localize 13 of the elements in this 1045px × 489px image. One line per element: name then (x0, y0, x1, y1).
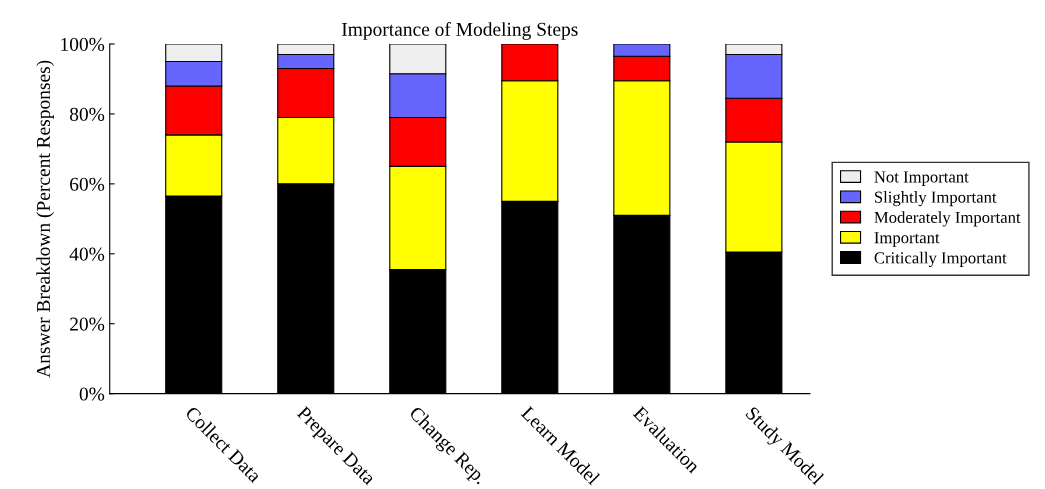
y-tick-label: 60% (70, 177, 105, 191)
y-tick-label: 20% (70, 317, 105, 331)
chart-title: Importance of Modeling Steps (341, 21, 578, 40)
legend-label: Slightly Important (874, 191, 997, 207)
y-axis-title: Answer Breakdown (Percent Responses) (36, 60, 54, 378)
y-tick-label: 100% (61, 37, 105, 52)
legend-label: Not Important (874, 171, 969, 186)
legend-label: Important (874, 232, 940, 247)
y-tick-label: 80% (69, 107, 105, 121)
y-tick-label: 40% (69, 247, 105, 261)
legend-label: Moderately Important (874, 211, 1021, 227)
y-tick-label: 0% (79, 387, 105, 401)
legend-label: Critically Important (874, 251, 1007, 267)
